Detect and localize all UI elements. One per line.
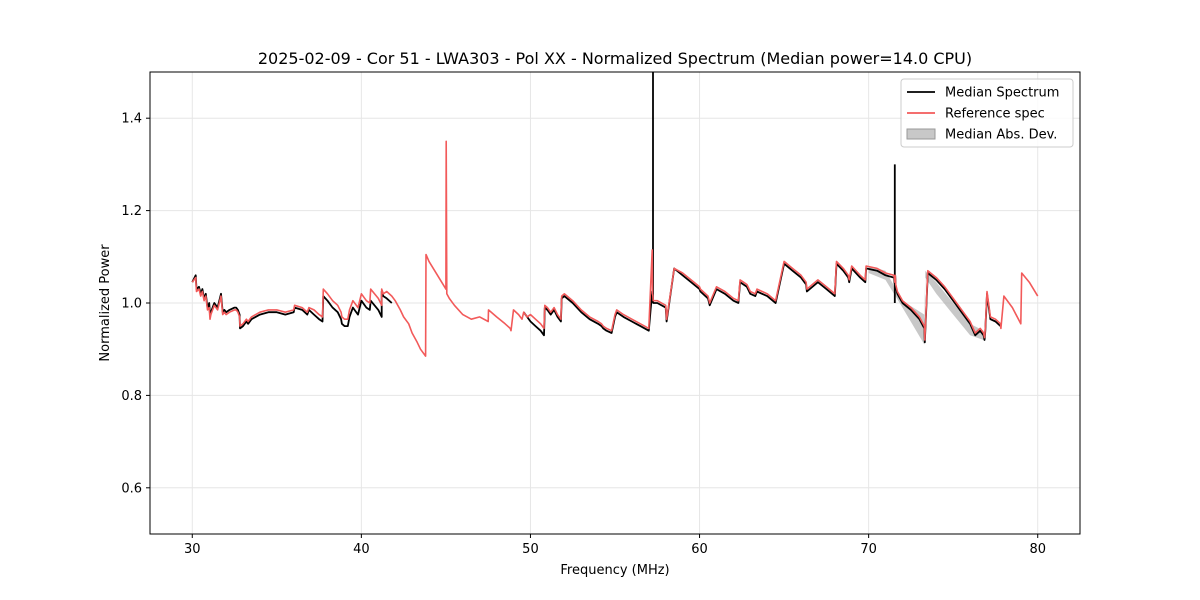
legend: Median Spectrum Reference spec Median Abs.… [900, 78, 1074, 148]
x-tick-label: 70 [860, 542, 877, 557]
y-tick-label: 1.2 [121, 204, 142, 219]
legend-label: Reference spec [945, 107, 1045, 122]
chart-title: 2025-02-09 - Cor 51 - LWA303 - Pol XX - … [258, 49, 972, 68]
legend-label: Median Abs. Dev. [945, 128, 1057, 143]
y-tick-label: 1.0 [121, 297, 142, 312]
median-abs-dev-band [868, 266, 984, 345]
y-tick-label: 0.8 [121, 389, 142, 404]
x-tick-label: 80 [1029, 542, 1046, 557]
legend-swatch-mad [906, 128, 936, 140]
y-tick-label: 0.6 [121, 481, 142, 496]
x-tick-label: 50 [522, 542, 539, 557]
series-group [191, 72, 1039, 357]
y-tick-label: 1.4 [121, 112, 142, 127]
legend-box [900, 78, 1074, 148]
x-tick-label: 60 [691, 542, 708, 557]
x-tick-label: 40 [353, 542, 370, 557]
y-axis-label: Normalized Power [98, 244, 113, 362]
legend-label: Median Spectrum [945, 86, 1059, 101]
x-tick-label: 30 [184, 542, 201, 557]
reference-spectrum-line [191, 140, 1039, 357]
x-axis-label: Frequency (MHz) [560, 563, 669, 578]
